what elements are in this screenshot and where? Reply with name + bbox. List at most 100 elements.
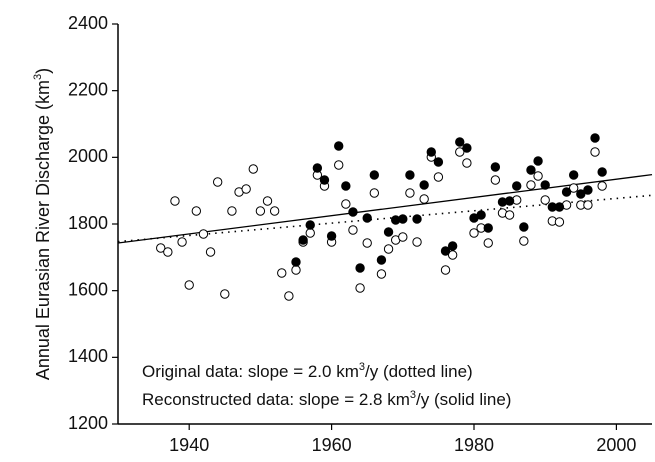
data-point	[383, 227, 394, 237]
data-point	[191, 206, 202, 216]
data-point	[419, 180, 429, 190]
data-point	[554, 217, 565, 227]
data-point	[205, 247, 216, 257]
data-point	[156, 243, 166, 253]
data-point	[220, 289, 230, 299]
x-tick-label: 1940	[169, 435, 209, 455]
data-point	[455, 137, 465, 147]
data-point	[533, 171, 543, 181]
data-point	[383, 244, 394, 254]
annotation: Reconstructed data: slope = 2.8 km3/y (s…	[142, 389, 511, 410]
data-point	[504, 210, 515, 220]
data-point	[376, 255, 387, 265]
data-point	[334, 141, 344, 151]
data-point	[163, 247, 173, 257]
data-point	[319, 175, 330, 185]
text-part: Annual Eurasian River Discharge (km	[33, 80, 53, 380]
data-point	[590, 133, 600, 143]
data-point	[334, 160, 344, 170]
data-point	[355, 263, 365, 273]
data-point	[269, 206, 280, 216]
data-point	[362, 238, 372, 248]
data-point	[419, 194, 429, 204]
data-point	[348, 207, 358, 217]
data-point	[305, 220, 315, 230]
data-point	[433, 157, 444, 167]
y-tick-label: 2200	[68, 79, 108, 99]
data-point	[298, 235, 308, 245]
y-tick-label: 1400	[68, 346, 108, 366]
data-point	[255, 206, 266, 216]
data-point	[597, 167, 607, 177]
text-part: Original data: slope = 2.0 km	[142, 362, 359, 381]
y-axis-label: Annual Eurasian River Discharge (km3)	[32, 68, 53, 380]
data-point	[405, 188, 415, 198]
data-point	[462, 143, 472, 153]
data-point	[170, 196, 180, 206]
data-point	[469, 228, 479, 238]
text-part: )	[33, 68, 53, 74]
data-point	[583, 200, 593, 210]
y-tick-label: 1800	[68, 213, 108, 233]
data-point	[447, 250, 458, 260]
data-point	[248, 164, 258, 174]
data-point	[305, 228, 315, 238]
data-point	[576, 189, 586, 199]
x-tick-label: 2000	[596, 435, 636, 455]
data-point	[412, 214, 422, 224]
data-point	[212, 177, 223, 187]
data-point	[312, 163, 323, 173]
data-point	[262, 196, 273, 206]
data-point	[184, 280, 194, 290]
data-point	[455, 147, 465, 157]
data-point	[597, 181, 607, 191]
superscript: 3	[359, 361, 365, 373]
data-point	[447, 241, 458, 251]
data-point	[554, 202, 565, 212]
data-point	[198, 229, 209, 239]
data-point	[512, 181, 522, 191]
data-point	[426, 147, 436, 157]
text-part: /y (dotted line)	[365, 362, 473, 381]
data-point	[483, 223, 493, 233]
data-point	[376, 269, 387, 279]
data-point	[540, 180, 550, 190]
data-point	[483, 238, 493, 248]
x-tick-label: 1960	[312, 435, 352, 455]
data-point	[362, 213, 372, 223]
annotation: Original data: slope = 2.0 km3/y (dotted…	[142, 361, 473, 382]
x-tick-label: 1980	[454, 435, 494, 455]
data-point	[284, 291, 294, 301]
data-point	[568, 183, 579, 193]
data-point	[519, 222, 529, 232]
data-point	[355, 283, 365, 293]
data-point	[341, 181, 351, 191]
data-point	[440, 265, 451, 275]
data-point	[583, 185, 593, 195]
data-point	[398, 232, 408, 242]
y-tick-label: 1200	[68, 413, 108, 433]
y-tick-label: 2000	[68, 146, 108, 166]
data-point	[462, 158, 472, 168]
data-point	[412, 237, 422, 247]
data-point	[433, 172, 444, 182]
data-point	[590, 147, 600, 157]
data-point	[540, 195, 550, 205]
data-point	[490, 162, 501, 172]
data-point	[348, 225, 358, 235]
data-point	[241, 184, 251, 194]
data-point	[519, 236, 529, 246]
y-tick-label: 2400	[68, 13, 108, 33]
data-point	[227, 206, 237, 216]
data-point	[369, 170, 380, 180]
data-point	[341, 199, 351, 209]
data-point	[533, 156, 543, 166]
data-point	[291, 265, 301, 275]
superscript: 3	[32, 74, 44, 80]
data-point	[440, 246, 451, 256]
text-part: Reconstructed data: slope = 2.8 km	[142, 390, 410, 409]
data-point	[398, 214, 408, 224]
data-point	[177, 237, 187, 247]
superscript: 3	[410, 389, 416, 401]
